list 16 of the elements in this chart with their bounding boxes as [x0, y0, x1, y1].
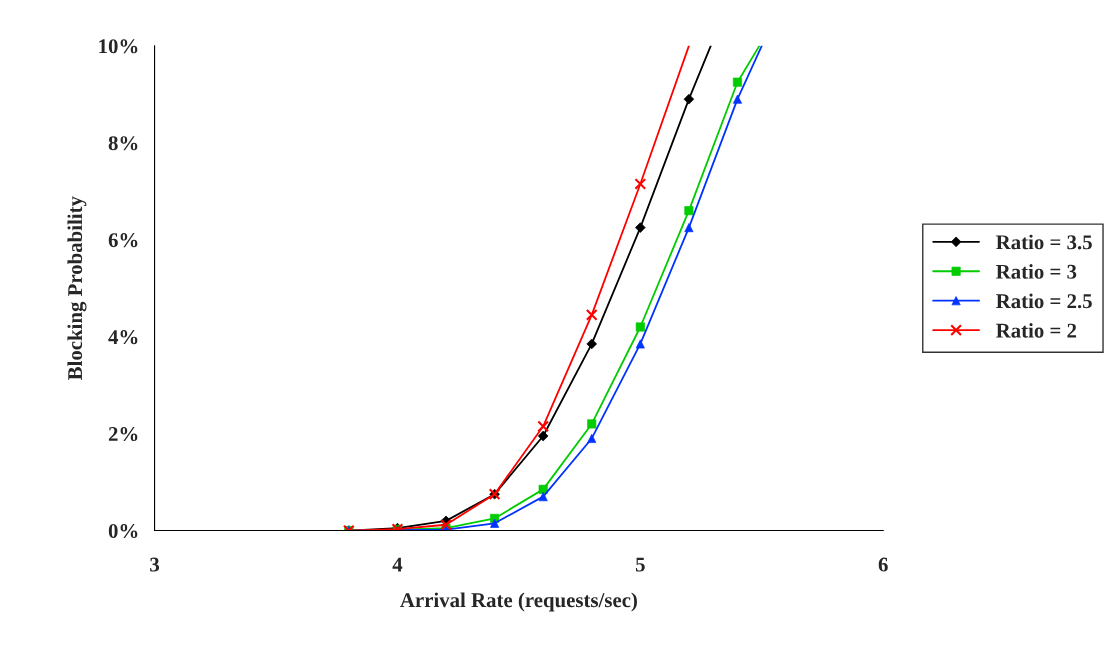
legend-label: Ratio = 2	[996, 322, 1077, 338]
y-tick-label: 6%	[108, 233, 138, 248]
y-tick-label: 10%	[99, 39, 138, 54]
legend-label: Ratio = 3	[996, 264, 1077, 279]
legend-label: Ratio = 2.5	[996, 293, 1092, 309]
y-tick-label: 2%	[108, 426, 138, 442]
legend-label: Ratio = 3.5	[996, 234, 1092, 250]
y-tick-label: 0%	[108, 523, 138, 539]
x-tick-label: 4	[392, 557, 403, 572]
x-tick-label: 6	[878, 557, 888, 572]
y-tick-label: 4%	[108, 330, 138, 345]
y-tick-label: 8%	[108, 136, 138, 151]
x-tick-label: 5	[635, 557, 645, 572]
x-axis-title: Arrival Rate (requests/sec)	[400, 592, 637, 612]
x-tick-label: 3	[150, 557, 160, 572]
y-axis-title: Blocking Probability	[67, 196, 87, 380]
